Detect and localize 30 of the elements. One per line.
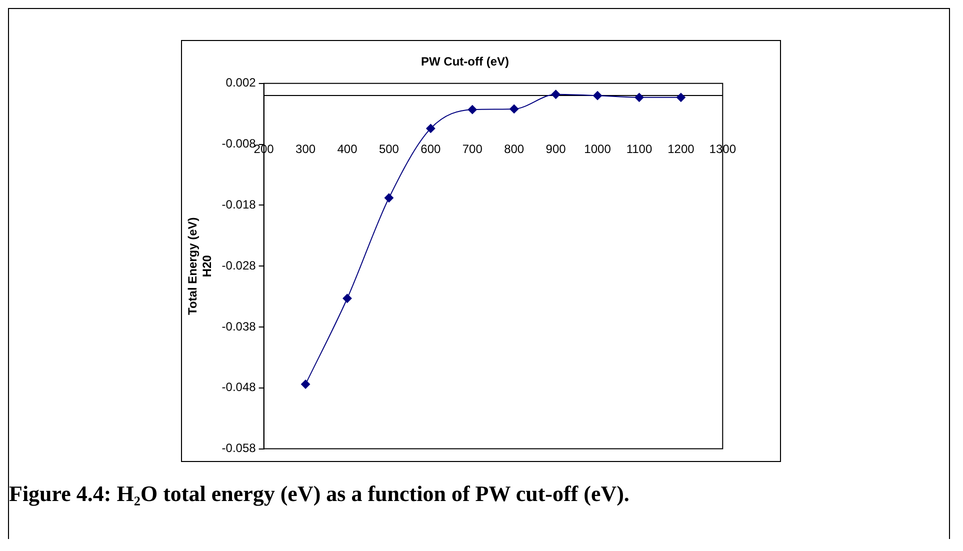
y-tick-label: -0.048 (222, 380, 256, 394)
x-tick-label: 400 (337, 142, 358, 156)
x-tick-label: 800 (504, 142, 524, 156)
x-tick-label: 700 (462, 142, 483, 156)
x-tick-label: 600 (420, 142, 442, 156)
y-tick-label: 0.002 (226, 76, 256, 90)
point (634, 92, 644, 102)
x-tick-label: 1100 (626, 142, 652, 156)
x-axis-title: PW Cut-off (eV) (421, 54, 509, 69)
caption: Figure 4.4: H₂O total energy (eV) as a function of PW cut-off (eV). (9, 481, 630, 507)
y-tick-label: -0.058 (222, 441, 256, 456)
point (426, 124, 436, 133)
y-tick-label: -0.008 (222, 136, 256, 151)
point (468, 105, 477, 114)
point (384, 193, 394, 202)
x-tick-label: 900 (546, 142, 566, 156)
y-tick-label: -0.018 (222, 198, 256, 212)
point (510, 104, 519, 114)
y-tick-label: -0.028 (222, 258, 256, 272)
point (676, 92, 686, 102)
point (593, 91, 602, 100)
x-tick-label: 300 (296, 142, 316, 156)
x-tick-label: 500 (378, 142, 400, 156)
x-tick-label: 1000 (584, 142, 612, 156)
point (301, 380, 310, 389)
y-tick-label: -0.038 (222, 319, 256, 334)
point (342, 294, 352, 303)
point (551, 90, 560, 99)
x-tick-label: 1200 (668, 142, 695, 156)
y-axis-title: Total Energy (eV) H20 (186, 217, 214, 315)
